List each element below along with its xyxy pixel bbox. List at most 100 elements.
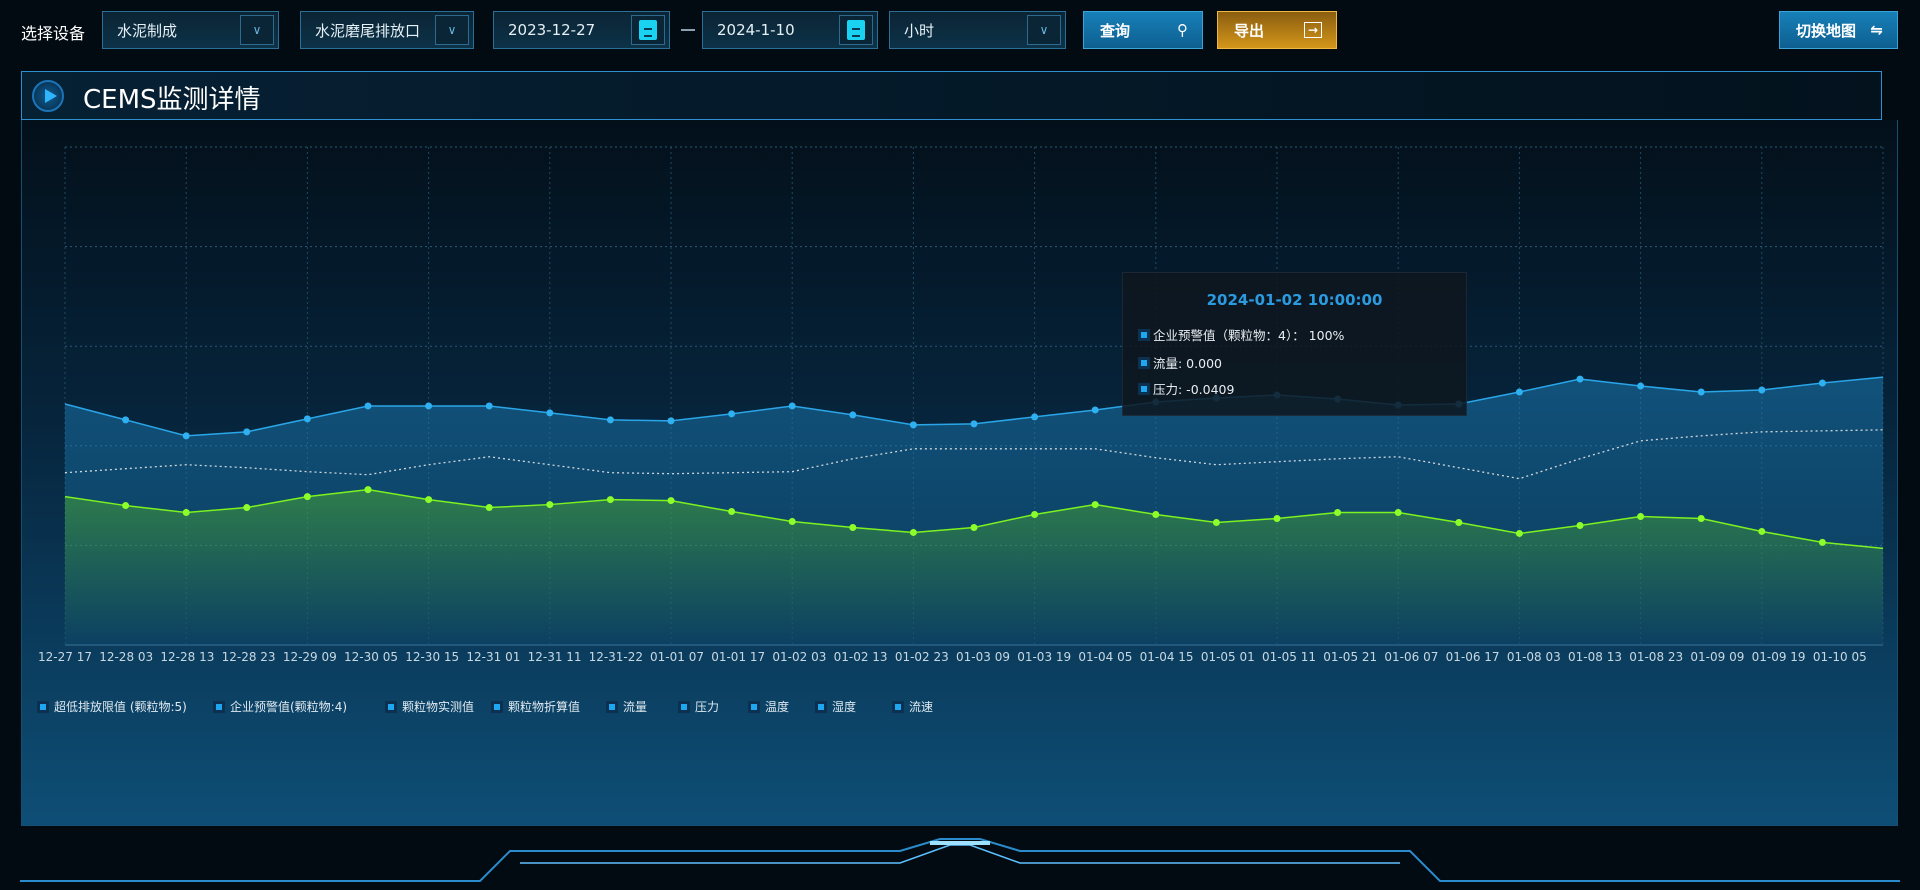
legend-item[interactable]: 流速 bbox=[892, 698, 933, 715]
data-point bbox=[1697, 388, 1705, 396]
data-point bbox=[1273, 515, 1281, 523]
play-icon bbox=[32, 80, 64, 112]
data-point bbox=[182, 432, 190, 440]
x-tick-label: 12-28 23 bbox=[221, 650, 276, 664]
legend-item[interactable]: 颗粒物折算值 bbox=[491, 698, 580, 715]
legend-text: 流量 bbox=[623, 700, 648, 714]
x-tick-label: 12-28 03 bbox=[99, 650, 154, 664]
legend-marker-icon bbox=[815, 700, 827, 713]
x-tick-label: 01-08 03 bbox=[1506, 650, 1561, 664]
data-point bbox=[970, 420, 978, 428]
series-area bbox=[65, 489, 1883, 645]
data-point bbox=[667, 497, 675, 505]
legend-item[interactable]: 流量 bbox=[606, 698, 648, 715]
data-point bbox=[364, 402, 372, 410]
x-tick-label: 12-30 05 bbox=[344, 650, 398, 664]
decorative-footer-frame bbox=[20, 838, 1900, 882]
data-point bbox=[485, 504, 493, 512]
legend-marker-icon bbox=[491, 700, 503, 713]
export-icon: → bbox=[1303, 22, 1322, 38]
data-point bbox=[1758, 386, 1766, 394]
x-tick-label: 01-03 09 bbox=[956, 650, 1010, 664]
data-point bbox=[728, 410, 736, 418]
x-tick-label: 01-01 17 bbox=[711, 650, 766, 664]
legend-item[interactable]: 超低排放限值 (颗粒物:5) bbox=[37, 698, 187, 715]
switch-map-label: 切换地图 bbox=[1796, 21, 1857, 40]
data-point bbox=[364, 486, 372, 494]
end-date-input[interactable]: 2024-1-10 bbox=[702, 11, 878, 49]
export-button[interactable]: 导出 → bbox=[1217, 11, 1337, 49]
legend-item[interactable]: 湿度 bbox=[815, 698, 856, 715]
granularity-select[interactable]: 小时 ∨ bbox=[889, 11, 1066, 49]
search-icon: ⚲ bbox=[1177, 21, 1188, 39]
outlet-value: 水泥磨尾排放口 bbox=[315, 21, 421, 40]
legend-item[interactable]: 压力 bbox=[678, 698, 719, 715]
x-tick-label: 01-05 21 bbox=[1323, 650, 1378, 664]
legend-text: 超低排放限值 (颗粒物:5) bbox=[54, 700, 187, 714]
data-point bbox=[122, 416, 130, 424]
x-tick-label: 01-09 09 bbox=[1690, 650, 1745, 664]
x-tick-label: 01-09 19 bbox=[1751, 650, 1806, 664]
legend-item[interactable]: 企业预警值(颗粒物:4) bbox=[213, 698, 348, 715]
chevron-down-icon[interactable]: ∨ bbox=[435, 15, 469, 45]
tooltip-row: 流量: 0.000 bbox=[1138, 353, 1222, 372]
data-point bbox=[1152, 511, 1160, 519]
outlet-select[interactable]: 水泥磨尾排放口 ∨ bbox=[300, 11, 474, 49]
start-date-input[interactable]: 2023-12-27 bbox=[493, 11, 670, 49]
legend-text: 企业预警值(颗粒物:4) bbox=[230, 700, 348, 714]
data-point bbox=[425, 496, 433, 504]
data-point bbox=[667, 417, 675, 425]
legend-marker-icon bbox=[213, 700, 225, 713]
chevron-down-icon[interactable]: ∨ bbox=[240, 15, 274, 45]
legend-item[interactable]: 颗粒物实测值 bbox=[385, 698, 474, 715]
data-point bbox=[1091, 501, 1099, 509]
x-tick-label: 01-06 07 bbox=[1384, 650, 1439, 664]
x-tick-label: 01-02 23 bbox=[894, 650, 949, 664]
panel-header bbox=[21, 71, 1882, 120]
chevron-down-icon[interactable]: ∨ bbox=[1027, 15, 1061, 45]
data-point bbox=[425, 402, 433, 410]
data-point bbox=[606, 416, 614, 424]
x-tick-label: 12-27 17 bbox=[38, 650, 92, 664]
device-select[interactable]: 水泥制成 ∨ bbox=[102, 11, 279, 49]
tooltip-time: 2024-01-02 10:00:00 bbox=[1206, 291, 1383, 309]
tooltip-row: 企业预警值（颗粒物：4）： 100% bbox=[1138, 325, 1344, 344]
export-label: 导出 bbox=[1234, 21, 1265, 40]
switch-map-button[interactable]: 切换地图 ⇋ bbox=[1779, 11, 1898, 49]
data-point bbox=[728, 508, 736, 516]
data-point bbox=[546, 501, 554, 509]
line-chart bbox=[64, 146, 1884, 646]
data-point bbox=[1334, 509, 1342, 517]
calendar-icon[interactable] bbox=[839, 15, 873, 45]
chart-tooltip: 2024-01-02 10:00:00 企业预警值（颗粒物：4）： 100% 流… bbox=[1122, 272, 1467, 416]
data-point bbox=[909, 528, 917, 536]
data-point bbox=[1031, 413, 1039, 421]
x-tick-label: 12-31 01 bbox=[466, 650, 521, 664]
x-tick-label: 01-02 13 bbox=[833, 650, 888, 664]
data-point bbox=[1758, 527, 1766, 535]
x-tick-label: 01-04 05 bbox=[1078, 650, 1133, 664]
legend-marker-icon bbox=[385, 700, 397, 713]
query-button[interactable]: 查询 ⚲ bbox=[1083, 11, 1203, 49]
series-line bbox=[64, 429, 1884, 480]
tooltip-text: 压力: -0.0409 bbox=[1153, 382, 1235, 397]
calendar-icon[interactable] bbox=[631, 15, 665, 45]
x-tick-label: 01-03 19 bbox=[1017, 650, 1072, 664]
data-point bbox=[909, 421, 917, 429]
data-point bbox=[182, 509, 190, 517]
query-label: 查询 bbox=[1100, 21, 1131, 40]
granularity-value: 小时 bbox=[904, 21, 935, 40]
tooltip-row: 压力: -0.0409 bbox=[1138, 379, 1235, 398]
data-point bbox=[1818, 538, 1826, 546]
x-tick-label: 12-29 09 bbox=[282, 650, 337, 664]
data-point bbox=[849, 411, 857, 419]
data-point bbox=[849, 523, 857, 531]
x-tick-label: 12-31-22 bbox=[588, 650, 644, 664]
data-point bbox=[1394, 509, 1402, 517]
data-point bbox=[1455, 518, 1463, 526]
legend-item[interactable]: 温度 bbox=[748, 698, 789, 715]
data-point bbox=[303, 493, 311, 501]
data-point bbox=[243, 504, 251, 512]
data-point bbox=[303, 415, 311, 423]
start-date-value: 2023-12-27 bbox=[508, 21, 596, 39]
